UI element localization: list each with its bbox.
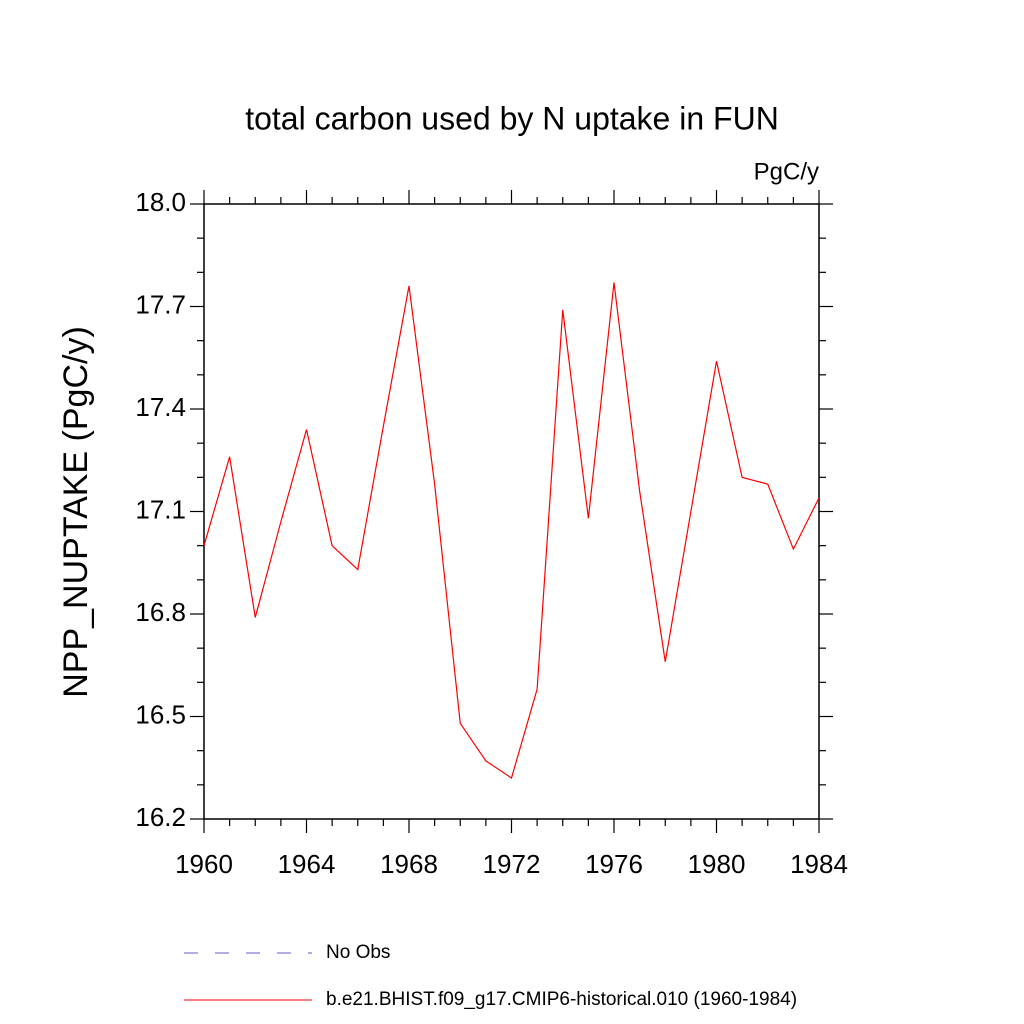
x-tick-label: 1980 bbox=[688, 849, 746, 879]
x-tick-label: 1976 bbox=[585, 849, 643, 879]
x-tick-label: 1960 bbox=[175, 849, 233, 879]
y-tick-label: 17.1 bbox=[135, 494, 186, 524]
chart-title: total carbon used by N uptake in FUN bbox=[245, 100, 779, 136]
y-tick-label: 18.0 bbox=[135, 187, 186, 217]
y-tick-label: 16.8 bbox=[135, 597, 186, 627]
x-tick-label: 1984 bbox=[790, 849, 848, 879]
x-tick-label: 1972 bbox=[483, 849, 541, 879]
units-label: PgC/y bbox=[754, 158, 819, 185]
y-tick-label: 16.5 bbox=[135, 699, 186, 729]
data-line bbox=[203, 282, 820, 779]
y-axis-label: NPP_NUPTAKE (PgC/y) bbox=[57, 326, 95, 698]
legend-label: b.e21.BHIST.f09_g17.CMIP6-historical.010… bbox=[326, 989, 797, 1010]
y-tick-label: 17.7 bbox=[135, 289, 186, 319]
legend-label: No Obs bbox=[326, 942, 390, 963]
y-tick-label: 17.4 bbox=[135, 392, 186, 422]
plot-frame bbox=[203, 203, 820, 820]
x-tick-label: 1964 bbox=[278, 849, 336, 879]
y-tick-label: 16.2 bbox=[135, 802, 186, 832]
x-tick-label: 1968 bbox=[380, 849, 438, 879]
